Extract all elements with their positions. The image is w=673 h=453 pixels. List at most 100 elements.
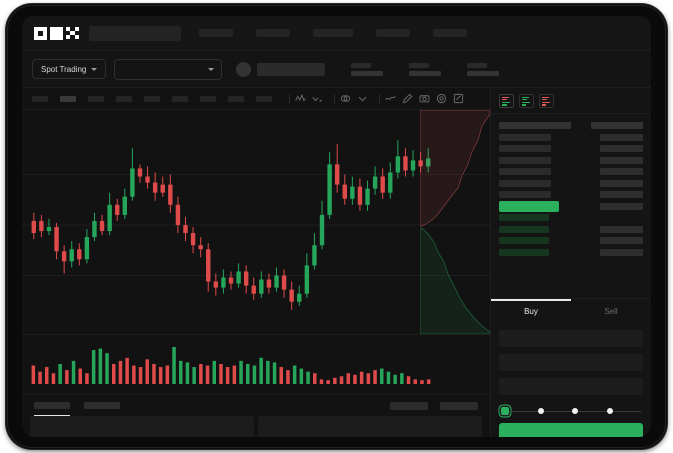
order-price-field[interactable]: [499, 330, 643, 347]
slider-track: [612, 410, 641, 412]
stat-block-2: [409, 62, 442, 76]
slider-track: [578, 410, 607, 412]
orderbook-view-toggles: [491, 88, 651, 113]
stat-label: [409, 62, 430, 68]
order-amount-field[interactable]: [499, 354, 643, 371]
orderbook-row-spread[interactable]: [499, 200, 643, 213]
timeframe-5[interactable]: [144, 95, 160, 102]
chart-type-icon[interactable]: [312, 93, 323, 104]
tab-sell-label: Sell: [604, 307, 618, 316]
tab-sell[interactable]: Sell: [571, 299, 651, 324]
place-order-button[interactable]: [499, 423, 643, 437]
timeframe-9[interactable]: [256, 95, 272, 102]
bottom-panels: [22, 416, 490, 437]
orderbook-bid-bar: [499, 214, 549, 222]
orderbook-row-bid[interactable]: [499, 247, 643, 259]
bottom-tab-bar: [22, 394, 490, 416]
stat-block-3: [467, 62, 500, 76]
orderbook-row-bid[interactable]: [499, 212, 643, 224]
candlestick-chart[interactable]: [22, 110, 490, 334]
camera-icon[interactable]: [419, 93, 430, 104]
orderbook-row-ask[interactable]: [499, 143, 643, 155]
bottom-panel-1[interactable]: [30, 416, 254, 437]
timeframe-2[interactable]: [60, 95, 76, 102]
settings-icon[interactable]: [436, 93, 447, 104]
orderbook-both-icon[interactable]: [499, 94, 514, 108]
stat-value: [467, 70, 500, 76]
okx-logo[interactable]: [34, 26, 79, 40]
bottom-tab-2[interactable]: [84, 402, 120, 409]
slider-step-3[interactable]: [572, 408, 578, 414]
pair-select[interactable]: [114, 58, 223, 80]
amount-slider[interactable]: [491, 401, 651, 421]
tab-buy-label: Buy: [524, 307, 538, 316]
right-sidebar: Buy Sell: [490, 88, 651, 437]
orderbook-row-ask[interactable]: [499, 166, 643, 178]
pencil-icon[interactable]: [402, 93, 413, 104]
chart-canvas: [22, 140, 490, 310]
dropdown-icon[interactable]: [357, 93, 368, 104]
stat-value: [351, 70, 384, 76]
orderbook-bid-bar: [499, 237, 549, 245]
orderbook-row-header[interactable]: [499, 120, 643, 132]
orderbook-size-value: [600, 133, 643, 141]
orderbook-bid-bar: [499, 248, 549, 256]
orderbook-list[interactable]: [491, 113, 651, 298]
orderbook-row-ask[interactable]: [499, 155, 643, 167]
orderbook-size-value: [600, 179, 643, 187]
bottom-tab-1[interactable]: [34, 402, 70, 416]
stat-block-1: [351, 62, 384, 76]
toolbar-divider: [289, 93, 290, 104]
timeframe-8[interactable]: [228, 95, 244, 102]
bottom-action-1[interactable]: [390, 401, 428, 410]
order-form: [491, 324, 651, 401]
bottom-panel-2[interactable]: [258, 416, 482, 437]
indicator-icon[interactable]: [295, 93, 306, 104]
timeframe-6[interactable]: [172, 95, 188, 102]
orderbook-asks-icon[interactable]: [539, 94, 554, 108]
toolbar-divider: [379, 93, 380, 104]
order-total-field[interactable]: [499, 378, 643, 395]
timeframe-3[interactable]: [88, 95, 104, 102]
orderbook-ask-bar: [499, 168, 551, 176]
orderbook-row-bid[interactable]: [499, 235, 643, 247]
coin-avatar-icon: [236, 61, 252, 77]
orderbook-row-ask[interactable]: [499, 132, 643, 144]
timeframe-7[interactable]: [200, 95, 216, 102]
bottom-action-2[interactable]: [440, 401, 478, 410]
app-screen: Spot Trading: [22, 16, 651, 437]
orderbook-size-value: [600, 202, 643, 210]
orderbook-row-ask[interactable]: [499, 178, 643, 190]
line-tool-icon[interactable]: [385, 93, 396, 104]
market-type-selector[interactable]: Spot Trading: [32, 59, 107, 79]
orderbook-ask-bar: [499, 156, 551, 164]
orderbook-bids-icon[interactable]: [519, 94, 534, 108]
logo-square-o: [34, 26, 47, 40]
volume-chart: [22, 334, 490, 394]
nav-item-1[interactable]: [199, 29, 233, 37]
slider-step-2[interactable]: [537, 408, 544, 414]
orderbook-row-ask[interactable]: [499, 189, 643, 201]
top-nav: [22, 16, 651, 51]
search-input[interactable]: [89, 25, 181, 41]
compare-icon[interactable]: [340, 93, 351, 104]
nav-item-3[interactable]: [313, 29, 353, 37]
buy-sell-tabs: Buy Sell: [491, 298, 651, 324]
orderbook-size-value: [600, 237, 643, 245]
orderbook-header-right: [591, 122, 643, 130]
nav-item-5[interactable]: [433, 29, 467, 37]
tablet-bezel: Spot Trading: [6, 4, 667, 449]
tab-buy[interactable]: Buy: [491, 299, 571, 324]
nav-item-4[interactable]: [376, 29, 410, 37]
timeframe-4[interactable]: [116, 95, 132, 102]
orderbook-ask-bar: [499, 191, 551, 199]
timeframe-1[interactable]: [32, 95, 48, 102]
stat-label: [467, 62, 488, 68]
slider-handle[interactable]: [501, 407, 509, 415]
slider-step-4[interactable]: [606, 408, 613, 414]
fullscreen-icon[interactable]: [453, 93, 464, 104]
nav-item-2[interactable]: [256, 29, 290, 37]
orderbook-size-value: [600, 168, 643, 176]
orderbook-size-value: [600, 145, 643, 153]
orderbook-row-bid[interactable]: [499, 224, 643, 236]
